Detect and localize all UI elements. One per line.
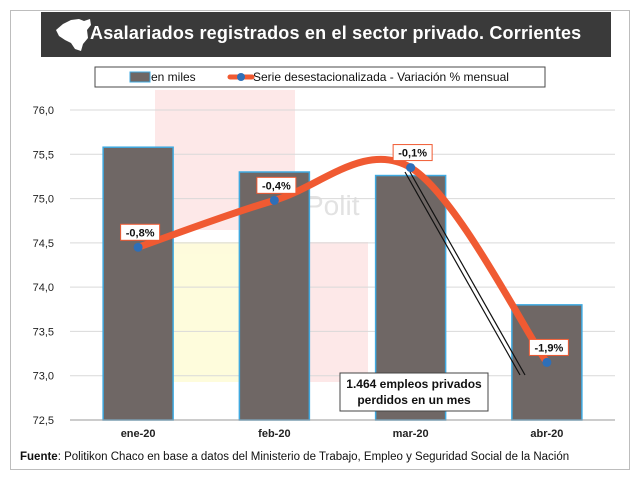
- series-point: [133, 242, 143, 252]
- legend-bar-swatch: [129, 71, 151, 83]
- x-tick-label: mar-20: [393, 428, 429, 440]
- data-label-box: [528, 338, 569, 356]
- x-axis: ene-20 feb-20 mar-20 abr-20: [70, 419, 615, 440]
- source-text: : Politikon Chaco en base a datos del Mi…: [57, 451, 570, 463]
- data-label-box: [256, 176, 297, 194]
- watermark-text: Polit: [305, 190, 360, 221]
- title-bar: [41, 12, 611, 57]
- y-tick-label: 73,5: [33, 326, 54, 338]
- y-axis: 72,5 73,0 73,5 74,0 74,5 75,0 75,5 76,0: [33, 105, 54, 427]
- source-label: Fuente: [20, 451, 58, 463]
- x-tick-label: ene-20: [121, 428, 156, 440]
- bar-ene-20: [102, 146, 174, 421]
- legend-bar-label: en miles: [151, 70, 196, 84]
- series-point: [406, 163, 416, 173]
- data-label-box: [120, 223, 161, 241]
- y-tick-label: 72,5: [33, 415, 54, 427]
- x-tick-label: feb-20: [258, 428, 290, 440]
- y-tick-label: 76,0: [33, 105, 54, 117]
- y-tick-label: 75,0: [33, 194, 54, 206]
- series-line: [134, 155, 551, 366]
- annotation-line-1: 1.464 empleos privados: [346, 377, 482, 391]
- line-series: -0,8% -0,4% -0,1% -1,9%: [120, 144, 569, 367]
- data-label: -1,9%: [535, 342, 564, 354]
- series-point: [542, 357, 552, 367]
- y-tick-label: 75,5: [33, 149, 54, 161]
- source-note: Fuente: Politikon Chaco en base a datos …: [20, 451, 569, 463]
- data-label: -0,1%: [398, 148, 427, 160]
- x-tick-label: abr-20: [530, 428, 563, 440]
- y-tick-label: 74,0: [33, 282, 54, 294]
- data-label: -0,8%: [126, 227, 155, 239]
- data-label: -0,4%: [262, 180, 291, 192]
- province-map-icon: [56, 19, 91, 51]
- legend-line-marker: [237, 73, 245, 81]
- chart-title: Asalariados registrados en el sector pri…: [90, 23, 582, 43]
- annotation-line-2: perdidos en un mes: [357, 393, 471, 407]
- series-point: [269, 195, 279, 205]
- legend-line-label: Serie desestacionalizada - Variación % m…: [253, 70, 509, 84]
- y-tick-label: 73,0: [33, 371, 54, 383]
- y-tick-label: 74,5: [33, 238, 54, 250]
- data-label-box: [392, 144, 433, 162]
- annotation: 1.464 empleos privados perdidos en un me…: [339, 171, 526, 412]
- legend: en miles Serie desestacionalizada - Vari…: [94, 66, 546, 88]
